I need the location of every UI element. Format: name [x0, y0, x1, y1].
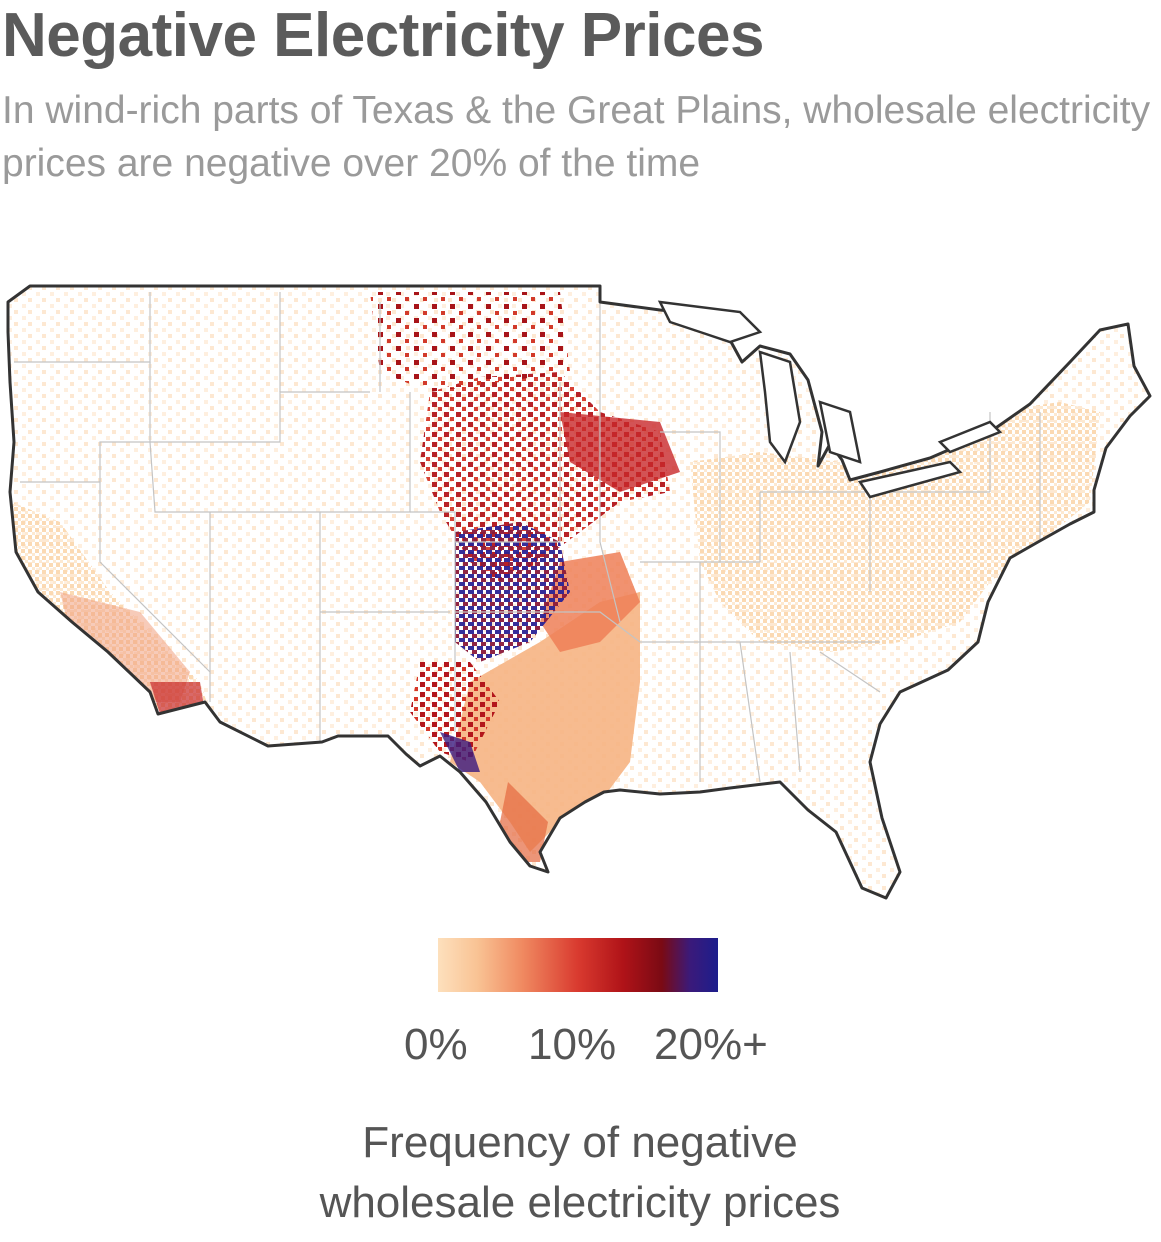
legend-title-line1: Frequency of negative [362, 1118, 798, 1167]
legend-tick-0: 0% [404, 1020, 468, 1069]
great-lakes [657, 300, 1003, 499]
legend-tick-10: 10% [528, 1020, 617, 1069]
legend-title-line2: wholesale electricity prices [319, 1178, 841, 1227]
legend-colorbar [438, 938, 718, 992]
us-map [6, 284, 1152, 900]
chart-subtitle: In wind-rich parts of Texas & the Great … [2, 89, 1151, 185]
legend-tick-20: 20%+ [654, 1020, 768, 1069]
chart-title: Negative Electricity Prices [2, 1, 764, 70]
state-borders [14, 292, 1041, 783]
